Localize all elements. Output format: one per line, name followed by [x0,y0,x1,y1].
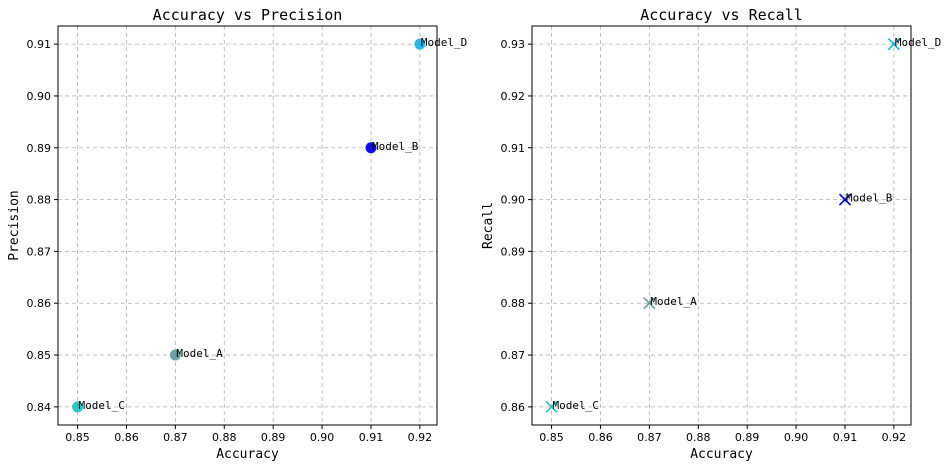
point-label: Model_C [553,399,599,412]
y-tick-label: 0.92 [501,90,526,103]
x-marker-stroke [545,400,558,413]
x-axis-label: Accuracy [690,447,753,462]
point-label: Model_A [650,295,697,308]
y-axis-label: Precision [7,190,22,260]
x-tick-label: 0.91 [359,431,384,444]
x-tick-label: 0.85 [539,431,564,444]
x-tick-label: 0.90 [784,431,809,444]
y-tick-label: 0.88 [27,194,52,207]
plot-frame [531,25,912,426]
y-tick-label: 0.86 [27,297,52,310]
point-label: Model_A [176,347,223,360]
x-marker-stroke [887,38,900,51]
y-tick-label: 0.85 [27,349,52,362]
y-tick-label: 0.90 [501,194,526,207]
y-tick-label: 0.89 [27,142,52,155]
data-point-model-c [545,400,558,413]
y-axis-label: Recall [481,202,496,249]
x-tick-label: 0.92 [882,431,907,444]
y-tick-label: 0.88 [501,297,526,310]
y-tick-label: 0.89 [501,245,526,258]
x-tick-label: 0.90 [310,431,335,444]
point-label: Model_D [421,36,467,49]
chart-title: Accuracy vs Precision [153,6,343,24]
y-tick-label: 0.93 [501,38,526,51]
plot-frame [57,25,438,426]
point-label: Model_B [846,192,893,205]
x-tick-label: 0.85 [65,431,90,444]
y-tick-label: 0.90 [27,90,52,103]
x-marker-stroke [643,297,656,310]
x-tick-label: 0.87 [637,431,662,444]
x-tick-label: 0.89 [261,431,286,444]
data-point-model-d [887,38,900,51]
chart-title: Accuracy vs Recall [640,6,803,24]
point-label: Model_B [372,140,419,153]
chart-panel-1: 0.85 0.86 0.87 0.88 0.89 0.90 0.91 0.92 0.84 0.85… [7,6,467,462]
x-tick-label: 0.86 [114,431,139,444]
y-tick-label: 0.84 [27,401,52,414]
data-point-model-b [365,142,377,154]
x-tick-label: 0.86 [588,431,613,444]
y-tick-label: 0.87 [27,245,52,258]
y-tick-label: 0.91 [501,142,526,155]
x-marker-stroke [838,193,852,206]
chart-panel-2: 0.85 0.86 0.87 0.88 0.89 0.90 0.91 0.92 0.86 0.87… [481,6,941,462]
x-tick-label: 0.92 [408,431,433,444]
x-tick-label: 0.91 [833,431,858,444]
x-tick-label: 0.88 [686,431,711,444]
x-tick-label: 0.88 [212,431,237,444]
data-point-model-a [643,297,656,310]
y-tick-label: 0.91 [27,38,52,51]
x-tick-label: 0.87 [163,431,188,444]
y-tick-label: 0.86 [501,401,526,414]
point-label: Model_C [79,399,125,412]
point-label: Model_D [895,36,941,49]
data-point-model-a [169,349,181,361]
x-axis-label: Accuracy [216,447,279,462]
x-tick-label: 0.89 [735,431,760,444]
data-point-model-b [838,193,852,206]
data-point-model-d [414,38,426,50]
data-point-model-c [72,401,84,413]
y-tick-label: 0.87 [501,349,526,362]
